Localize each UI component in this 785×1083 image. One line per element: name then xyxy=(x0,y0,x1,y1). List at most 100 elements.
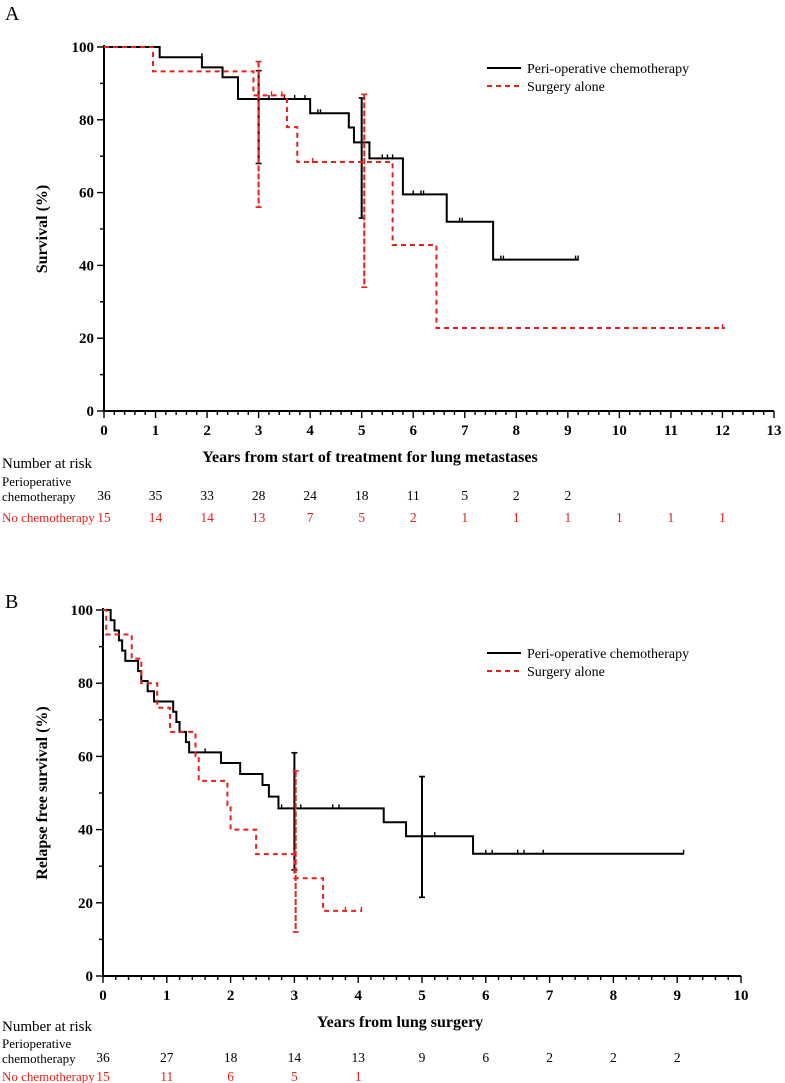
risk-value: 28 xyxy=(252,488,266,503)
y-tick-label: 0 xyxy=(87,404,95,420)
risk-row-label: chemotherapy xyxy=(2,489,76,504)
risk-value: 5 xyxy=(291,1069,298,1083)
risk-value: 7 xyxy=(307,510,314,525)
x-tick-label: 3 xyxy=(291,988,299,1004)
x-axis-title: Years from lung surgery xyxy=(317,1014,483,1031)
series-surgery-alone xyxy=(103,609,363,933)
x-tick-label: 13 xyxy=(767,423,782,439)
risk-value: 1 xyxy=(616,510,623,525)
risk-row-label: Perioperative xyxy=(2,474,72,489)
risk-value: 14 xyxy=(200,510,214,525)
series-surgery-alone xyxy=(104,46,726,330)
risk-row-label: chemotherapy xyxy=(2,1051,76,1066)
risk-value: 11 xyxy=(407,488,420,503)
x-tick-label: 5 xyxy=(418,988,426,1004)
risk-value: 18 xyxy=(224,1050,238,1065)
risk-value: 1 xyxy=(668,510,675,525)
x-tick-label: 9 xyxy=(564,423,572,439)
risk-value: 2 xyxy=(410,510,417,525)
x-tick-label: 1 xyxy=(152,423,160,439)
y-tick-label: 40 xyxy=(78,823,93,839)
risk-value: 13 xyxy=(252,510,266,525)
risk-value: 33 xyxy=(200,488,214,503)
series-chemotherapy xyxy=(104,46,579,261)
y-tick-label: 60 xyxy=(79,186,94,202)
risk-value: 5 xyxy=(461,488,468,503)
y-tick-label: 80 xyxy=(79,113,94,129)
risk-value: 14 xyxy=(288,1050,302,1065)
x-tick-label: 4 xyxy=(306,423,314,439)
risk-value: 18 xyxy=(355,488,369,503)
legend-label: Peri-operative chemotherapy xyxy=(527,62,689,77)
legend-label: Peri-operative chemotherapy xyxy=(527,647,689,662)
risk-row-label: No chemotherapy xyxy=(2,1069,95,1083)
risk-value: 1 xyxy=(461,510,468,525)
x-tick-label: 1 xyxy=(163,988,171,1004)
risk-value: 1 xyxy=(719,510,726,525)
survival-curve xyxy=(104,46,579,261)
x-tick-label: 3 xyxy=(255,423,263,439)
x-tick-label: 8 xyxy=(513,423,521,439)
y-tick-label: 100 xyxy=(71,603,94,619)
risk-table-title: Number at risk xyxy=(2,456,92,472)
risk-value: 2 xyxy=(546,1050,553,1065)
x-tick-label: 9 xyxy=(673,988,681,1004)
risk-value: 1 xyxy=(355,1069,362,1083)
x-tick-label: 10 xyxy=(734,988,749,1004)
survival-curve xyxy=(103,609,684,855)
x-tick-label: 6 xyxy=(409,423,417,439)
x-tick-label: 7 xyxy=(461,423,469,439)
risk-row-label: Perioperative xyxy=(2,1036,72,1051)
risk-value: 2 xyxy=(513,488,520,503)
legend-label: Surgery alone xyxy=(527,665,605,680)
risk-row-label: No chemotherapy xyxy=(2,510,95,525)
risk-value: 11 xyxy=(160,1069,173,1083)
risk-value: 14 xyxy=(149,510,163,525)
risk-value: 6 xyxy=(482,1050,489,1065)
y-tick-label: 80 xyxy=(78,676,93,692)
panel-letter: B xyxy=(5,591,18,613)
x-tick-label: 11 xyxy=(664,423,678,439)
risk-value: 13 xyxy=(351,1050,365,1065)
risk-value: 1 xyxy=(564,510,571,525)
x-tick-label: 0 xyxy=(99,988,107,1004)
x-tick-label: 7 xyxy=(546,988,554,1004)
risk-value: 9 xyxy=(419,1050,426,1065)
risk-value: 2 xyxy=(610,1050,617,1065)
risk-value: 35 xyxy=(149,488,163,503)
x-tick-label: 10 xyxy=(612,423,627,439)
risk-value: 1 xyxy=(513,510,520,525)
risk-value: 2 xyxy=(674,1050,681,1065)
y-tick-label: 60 xyxy=(78,749,93,765)
x-tick-label: 8 xyxy=(610,988,618,1004)
y-tick-label: 20 xyxy=(79,331,94,347)
y-tick-label: 40 xyxy=(79,258,94,274)
y-axis-title: Relapse free survival (%) xyxy=(34,706,51,879)
risk-value: 36 xyxy=(97,488,111,503)
risk-value: 24 xyxy=(303,488,317,503)
y-axis-title: Survival (%) xyxy=(34,185,51,273)
y-tick-label: 0 xyxy=(86,969,94,985)
panel-b: B 0 20 40 60 80 100 0 1 2 3 4 5 6 7 8 9 10 Years from lung… xyxy=(2,591,749,1083)
risk-value: 27 xyxy=(160,1050,174,1065)
legend: Peri-operative chemotherapy Surgery alone xyxy=(487,62,689,95)
x-tick-label: 0 xyxy=(100,423,108,439)
risk-value: 2 xyxy=(564,488,571,503)
x-tick-label: 5 xyxy=(358,423,366,439)
x-tick-label: 4 xyxy=(354,988,362,1004)
risk-value: 36 xyxy=(96,1050,110,1065)
x-tick-label: 6 xyxy=(482,988,490,1004)
panel-letter: A xyxy=(5,3,20,25)
y-tick-label: 100 xyxy=(72,40,95,56)
risk-table-title: Number at risk xyxy=(2,1019,92,1035)
x-tick-label: 2 xyxy=(203,423,211,439)
risk-value: 6 xyxy=(227,1069,234,1083)
y-tick-label: 20 xyxy=(78,896,93,912)
x-axis-title: Years from start of treatment for lung m… xyxy=(202,449,537,466)
x-tick-label: 2 xyxy=(227,988,235,1004)
legend-label: Surgery alone xyxy=(527,80,605,95)
